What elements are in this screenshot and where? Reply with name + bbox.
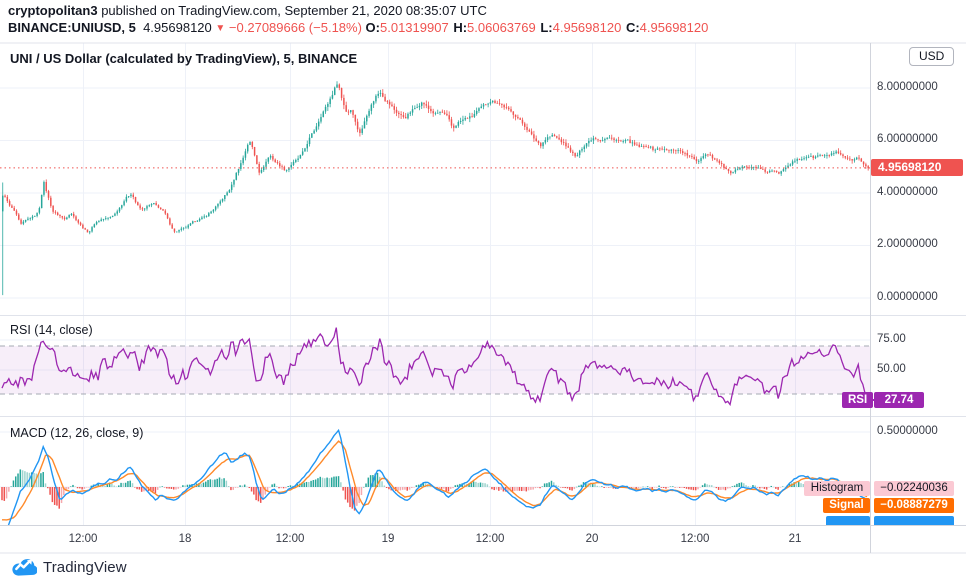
low-label: L: bbox=[540, 20, 553, 35]
macd-badge-clipped bbox=[826, 516, 870, 525]
macd-clipped-badges bbox=[0, 516, 966, 525]
price-tick: 8.00000000 bbox=[877, 81, 938, 93]
symbol-change: −0.27089666 (−5.18%) bbox=[228, 20, 362, 35]
signal-badge: Signal bbox=[823, 498, 870, 513]
price-down-icon: ▼ bbox=[215, 23, 226, 34]
close-value: 4.95698120 bbox=[639, 20, 709, 35]
time-tick: 18 bbox=[178, 533, 192, 545]
low-value: 4.95698120 bbox=[552, 20, 622, 35]
publish-info: cryptopolitan3 published on TradingView.… bbox=[8, 3, 487, 18]
symbol-status-line: BINANCE:UNIUSD, 5 4.95698120 ▼ −0.270896… bbox=[8, 20, 709, 35]
price-tick: 2.00000000 bbox=[877, 238, 938, 250]
time-tick: 12:00 bbox=[275, 533, 305, 545]
high-value: 5.06063769 bbox=[467, 20, 536, 35]
rsi-pane-title: RSI (14, close) bbox=[10, 323, 93, 337]
time-tick: 12:00 bbox=[475, 533, 505, 545]
macd-tick: 0.50000000 bbox=[877, 425, 938, 437]
macd-pane-title: MACD (12, 26, close, 9) bbox=[10, 426, 144, 440]
tradingview-logo-icon bbox=[12, 559, 37, 576]
rsi-pane[interactable] bbox=[0, 316, 870, 416]
ohlc-values: O:5.01319907 H:5.06063769 L:4.95698120 C… bbox=[366, 20, 710, 35]
histogram-badge: Histogram bbox=[804, 481, 870, 496]
time-scale[interactable] bbox=[0, 526, 870, 553]
last-price-badge: 4.95698120 bbox=[871, 159, 963, 176]
author-name: cryptopolitan3 bbox=[8, 3, 98, 18]
time-tick: 12:00 bbox=[68, 533, 98, 545]
brand-name: TradingView bbox=[43, 558, 127, 576]
price-tick: 6.00000000 bbox=[877, 133, 938, 145]
rsi-tick: 50.00 bbox=[877, 363, 906, 375]
time-tick: 21 bbox=[788, 533, 802, 545]
rsi-badge-tick bbox=[868, 399, 875, 401]
price-tick: 4.00000000 bbox=[877, 186, 938, 198]
time-tick: 20 bbox=[585, 533, 599, 545]
price-pane-title: UNI / US Dollar (calculated by TradingVi… bbox=[10, 51, 358, 66]
currency-badge[interactable]: USD bbox=[909, 47, 955, 66]
histogram-value-badge: −0.02240036 bbox=[874, 481, 954, 496]
tradingview-brand-link[interactable]: TradingView bbox=[10, 556, 127, 578]
publish-suffix: published on TradingView.com, September … bbox=[97, 3, 487, 18]
rsi-value-badge: 27.74 bbox=[874, 392, 924, 408]
high-label: H: bbox=[453, 20, 468, 35]
open-value: 5.01319907 bbox=[380, 20, 449, 35]
rsi-tick: 75.00 bbox=[877, 333, 906, 345]
time-tick: 19 bbox=[381, 533, 395, 545]
open-label: O: bbox=[365, 20, 380, 35]
time-tick: 12:00 bbox=[680, 533, 710, 545]
signal-value-badge: −0.08887279 bbox=[874, 498, 954, 513]
price-tick: 0.00000000 bbox=[877, 291, 938, 303]
macd-value-badge-clipped bbox=[874, 516, 954, 525]
close-label: C: bbox=[625, 20, 640, 35]
price-pane[interactable] bbox=[0, 43, 870, 315]
rsi-badge: RSI bbox=[842, 392, 874, 408]
symbol-name: BINANCE:UNIUSD, 5 bbox=[8, 20, 136, 35]
symbol-last-price: 4.95698120 bbox=[143, 20, 212, 35]
